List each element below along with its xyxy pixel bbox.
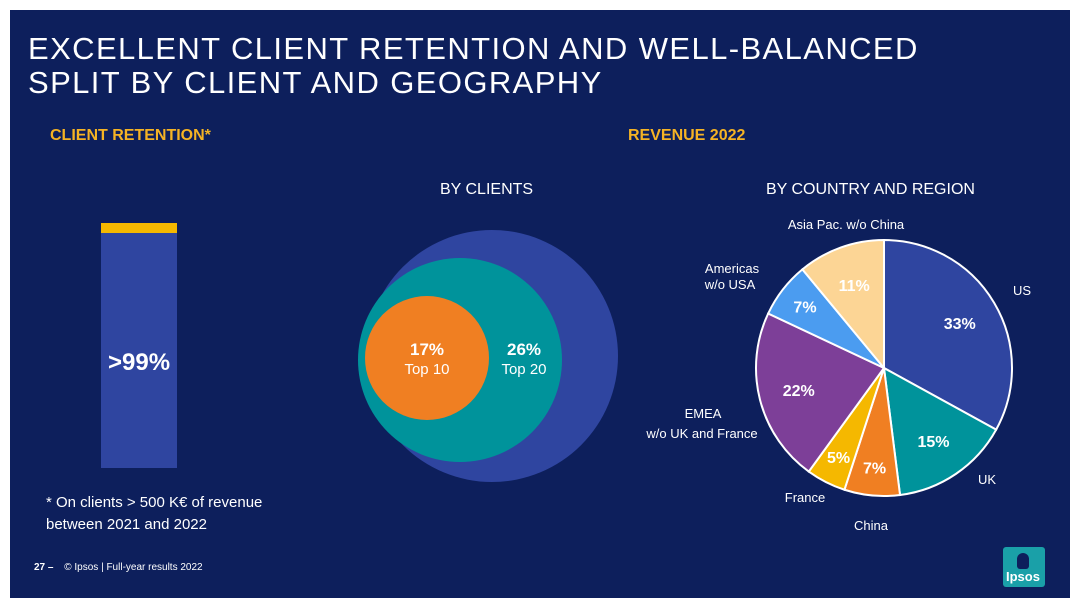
slide: EXCELLENT CLIENT RETENTION AND WELL-BALA… bbox=[10, 10, 1070, 598]
label-uk: UK bbox=[978, 472, 996, 487]
footnote-line-1: * On clients > 500 K€ of revenue bbox=[46, 494, 263, 511]
charts-canvas: 17% Top 10 26% Top 20 33% 15% 7% 5% 22% 7% 11% US U… bbox=[358, 217, 1031, 533]
pie-value-label-4: 22% bbox=[783, 383, 815, 400]
pie-slice-0 bbox=[883, 238, 1013, 432]
by-country-heading: BY COUNTRY AND REGION bbox=[766, 181, 975, 198]
label-emea-1: EMEA bbox=[685, 406, 722, 421]
logo-text: Ipsos bbox=[1006, 569, 1040, 584]
by-country-chart: 33% 15% 7% 5% 22% 7% 11% US UK China France EMEA w/o… bbox=[645, 217, 1031, 533]
label-americas-2: w/o USA bbox=[704, 277, 756, 292]
pie-slice-1 bbox=[882, 366, 998, 497]
by-clients-chart: 17% Top 10 26% Top 20 bbox=[358, 230, 618, 482]
footnote: * On clients > 500 K€ of revenue between… bbox=[46, 492, 346, 536]
label-asiapac: Asia Pac. w/o China bbox=[788, 217, 905, 232]
page-number: 27 – bbox=[34, 562, 54, 573]
pie-value-label-2: 7% bbox=[863, 461, 886, 478]
label-americas-1: Americas bbox=[705, 261, 760, 276]
pie-value-label-5: 7% bbox=[793, 300, 816, 317]
footer: 27 – © Ipsos | Full-year results 2022 bbox=[34, 562, 203, 573]
footer-copyright: © Ipsos | Full-year results 2022 bbox=[64, 562, 203, 573]
top10-circle bbox=[365, 296, 489, 420]
client-retention-heading: CLIENT RETENTION* bbox=[50, 127, 211, 144]
logo-mark-icon bbox=[1017, 553, 1029, 569]
ipsos-logo: Ipsos bbox=[1003, 547, 1045, 587]
pie-value-label-3: 5% bbox=[827, 450, 850, 467]
top20-value-label: 26% bbox=[507, 340, 541, 359]
retention-bar-gap bbox=[101, 223, 177, 233]
pie-slice-6 bbox=[801, 238, 885, 371]
label-emea-2: w/o UK and France bbox=[645, 426, 757, 441]
title-line-1: EXCELLENT CLIENT RETENTION AND WELL-BALA… bbox=[28, 31, 919, 66]
retention-bar-chart: >99% bbox=[101, 223, 177, 468]
by-clients-heading: BY CLIENTS bbox=[440, 181, 534, 198]
top10-value-label: 17% bbox=[410, 340, 444, 359]
label-us: US bbox=[1013, 283, 1031, 298]
retention-bar-label: >99% bbox=[108, 349, 171, 376]
retention-bar bbox=[101, 233, 177, 468]
revenue-heading: REVENUE 2022 bbox=[628, 127, 746, 144]
label-china: China bbox=[854, 518, 889, 533]
title-line-2: SPLIT BY CLIENT AND GEOGRAPHY bbox=[28, 65, 603, 100]
top10-name-label: Top 10 bbox=[404, 361, 449, 378]
label-france: France bbox=[785, 490, 825, 505]
pie-value-label-1: 15% bbox=[917, 434, 949, 451]
pie-value-label-6: 11% bbox=[839, 278, 870, 295]
pie-value-label-0: 33% bbox=[944, 316, 976, 333]
top20-name-label: Top 20 bbox=[501, 361, 546, 378]
footnote-line-2: between 2021 and 2022 bbox=[46, 516, 207, 533]
page-title: EXCELLENT CLIENT RETENTION AND WELL-BALA… bbox=[28, 32, 1028, 100]
